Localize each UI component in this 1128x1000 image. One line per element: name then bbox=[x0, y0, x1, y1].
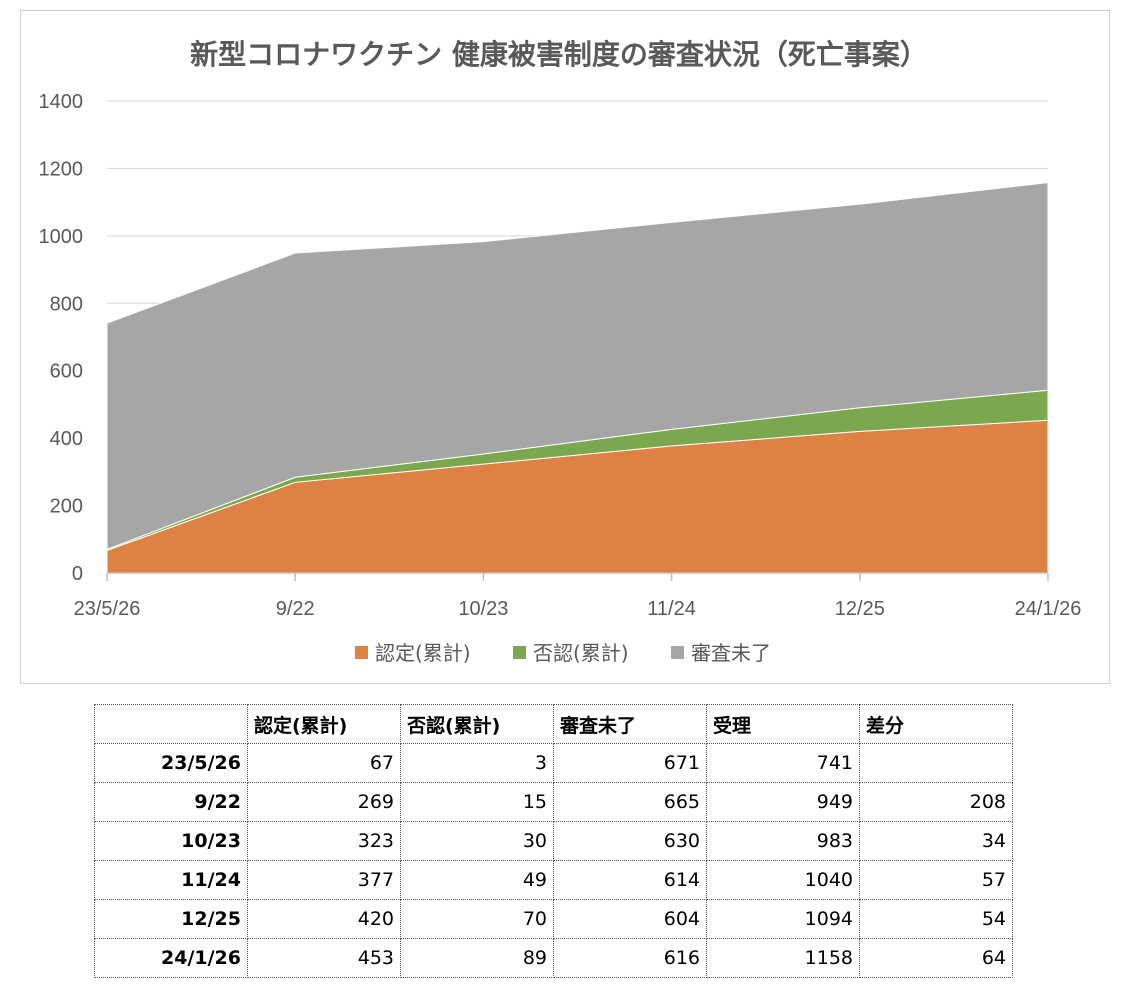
table-row: 24/1/26 453 89 616 1158 64 bbox=[94, 938, 1013, 978]
table-cell: 34 bbox=[859, 821, 1013, 861]
table-cell: 671 bbox=[553, 743, 707, 783]
table-cell: 983 bbox=[706, 821, 860, 861]
y-tick-label: 1000 bbox=[39, 226, 84, 248]
x-axis bbox=[106, 572, 1049, 581]
table-header-cell bbox=[94, 704, 248, 744]
table-header-cell: 認定(累計) bbox=[247, 704, 401, 744]
table-row: 10/23 323 30 630 983 34 bbox=[94, 821, 1013, 861]
chart-frame: 新型コロナワクチン 健康被害制度の審査状況（死亡事案） 0 200 400 600 80… bbox=[20, 10, 1110, 684]
table-header-cell: 差分 bbox=[859, 704, 1013, 744]
table-cell: 67 bbox=[247, 743, 401, 783]
table-cell: 377 bbox=[247, 860, 401, 900]
table-row-label: 12/25 bbox=[94, 899, 248, 939]
data-table: 認定(累計) 否認(累計) 審査未了 受理 差分 23/5/26 67 3 67… bbox=[94, 704, 1013, 978]
table-row-label: 23/5/26 bbox=[94, 743, 248, 783]
table-cell bbox=[859, 743, 1013, 783]
table-cell: 949 bbox=[706, 782, 860, 822]
area-series bbox=[106, 182, 1049, 574]
table-cell: 269 bbox=[247, 782, 401, 822]
table-cell: 420 bbox=[247, 899, 401, 939]
table-cell: 604 bbox=[553, 899, 707, 939]
legend-swatch-3 bbox=[671, 646, 684, 659]
table-header-cell: 受理 bbox=[706, 704, 860, 744]
table-cell: 3 bbox=[400, 743, 554, 783]
table-header-cell: 審査未了 bbox=[553, 704, 707, 744]
table-cell: 70 bbox=[400, 899, 554, 939]
table-row: 9/22 269 15 665 949 208 bbox=[94, 782, 1013, 822]
legend-label-3: 審査未了 bbox=[691, 641, 771, 665]
y-axis-ticks: 0 200 400 600 800 1000 1200 1400 bbox=[39, 91, 84, 585]
x-tick-label: 23/5/26 bbox=[74, 598, 141, 620]
table-row: 12/25 420 70 604 1094 54 bbox=[94, 899, 1013, 939]
x-tick-label: 11/24 bbox=[647, 598, 696, 620]
table-cell: 1158 bbox=[706, 938, 860, 978]
table-cell: 89 bbox=[400, 938, 554, 978]
y-tick-label: 1400 bbox=[39, 91, 84, 113]
table-cell: 1094 bbox=[706, 899, 860, 939]
x-tick-label: 10/23 bbox=[458, 598, 508, 620]
x-tick-label: 9/22 bbox=[276, 598, 315, 620]
table-row-label: 9/22 bbox=[94, 782, 248, 822]
table-row: 23/5/26 67 3 671 741 bbox=[94, 743, 1013, 783]
table-cell: 54 bbox=[859, 899, 1013, 939]
table-cell: 1040 bbox=[706, 860, 860, 900]
y-tick-label: 0 bbox=[72, 563, 83, 585]
table-cell: 208 bbox=[859, 782, 1013, 822]
table-row: 11/24 377 49 614 1040 57 bbox=[94, 860, 1013, 900]
y-tick-label: 1200 bbox=[39, 158, 84, 180]
table-cell: 57 bbox=[859, 860, 1013, 900]
table-row-label: 24/1/26 bbox=[94, 938, 248, 978]
area-chart: 新型コロナワクチン 健康被害制度の審査状況（死亡事案） 0 200 400 600 80… bbox=[39, 38, 1082, 665]
table-row-label: 10/23 bbox=[94, 821, 248, 861]
table-header-row: 認定(累計) 否認(累計) 審査未了 受理 差分 bbox=[94, 704, 1013, 744]
table-cell: 665 bbox=[553, 782, 707, 822]
x-tick-label: 12/25 bbox=[835, 598, 885, 620]
table-cell: 30 bbox=[400, 821, 554, 861]
table-cell: 49 bbox=[400, 860, 554, 900]
y-tick-label: 800 bbox=[50, 293, 83, 315]
table-cell: 453 bbox=[247, 938, 401, 978]
legend-label-2: 否認(累計) bbox=[533, 641, 629, 665]
x-tick-label: 24/1/26 bbox=[1015, 598, 1082, 620]
x-axis-ticks: 23/5/26 9/22 10/23 11/24 12/25 24/1/26 bbox=[74, 598, 1082, 620]
table-cell: 741 bbox=[706, 743, 860, 783]
legend-swatch-2 bbox=[513, 646, 526, 659]
table-row-label: 11/24 bbox=[94, 860, 248, 900]
table-cell: 15 bbox=[400, 782, 554, 822]
table-header-cell: 否認(累計) bbox=[400, 704, 554, 744]
legend-label-1: 認定(累計) bbox=[375, 641, 471, 665]
table-cell: 323 bbox=[247, 821, 401, 861]
y-tick-label: 200 bbox=[50, 496, 83, 518]
table-cell: 614 bbox=[553, 860, 707, 900]
chart-title: 新型コロナワクチン 健康被害制度の審査状況（死亡事案） bbox=[190, 38, 928, 71]
legend: 認定(累計) 否認(累計) 審査未了 bbox=[355, 641, 771, 665]
table-cell: 630 bbox=[553, 821, 707, 861]
area-series-3 bbox=[106, 182, 1049, 551]
table-cell: 616 bbox=[553, 938, 707, 978]
legend-swatch-1 bbox=[355, 646, 368, 659]
table-cell: 64 bbox=[859, 938, 1013, 978]
y-tick-label: 400 bbox=[50, 428, 83, 450]
y-tick-label: 600 bbox=[50, 361, 83, 383]
